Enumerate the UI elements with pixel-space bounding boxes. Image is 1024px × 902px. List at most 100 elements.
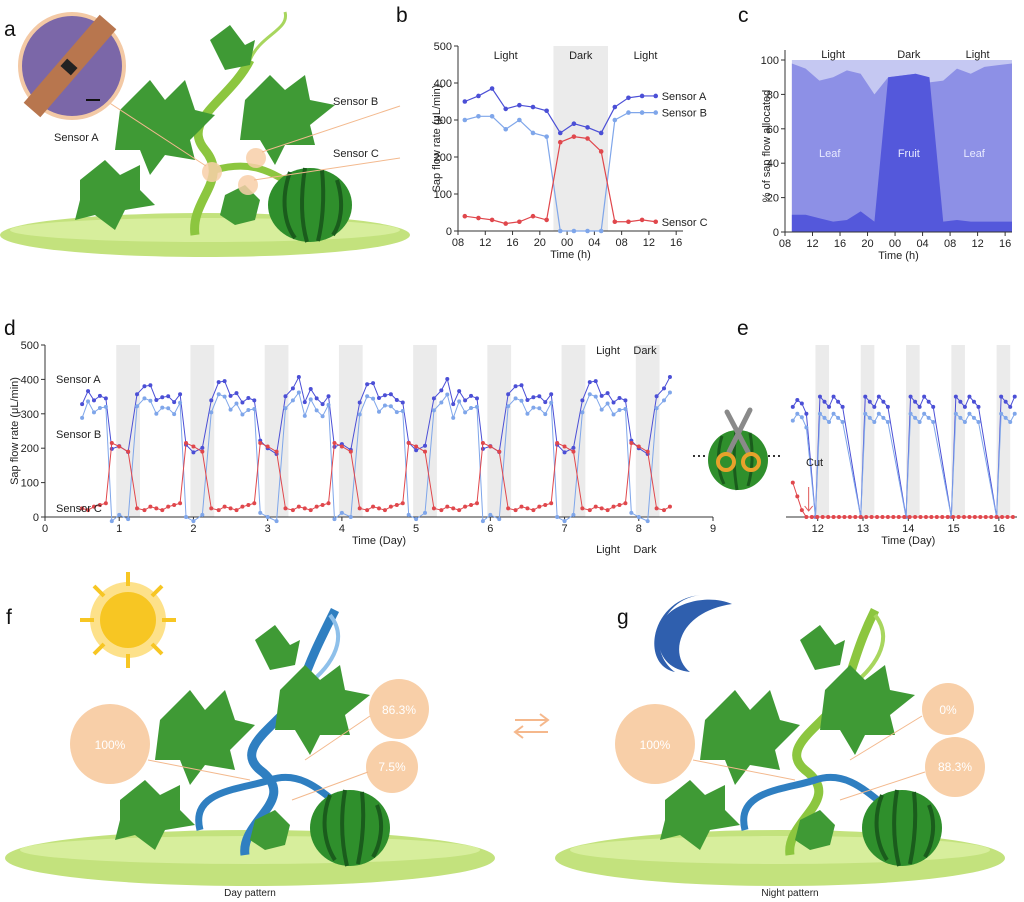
b-point-2-11 (612, 219, 618, 225)
d-point-c-69 (543, 502, 548, 507)
scissors-handle-left (716, 452, 736, 472)
c-ytick-label: 40 (767, 158, 779, 170)
e-point-b-28 (962, 420, 967, 425)
d-point-a-52 (431, 396, 436, 401)
watermelon-g (862, 790, 942, 866)
e-point-c-20 (896, 515, 901, 519)
e-point-c-36 (983, 515, 988, 519)
d-point-a-21 (222, 379, 227, 384)
e-point-b-10 (840, 420, 845, 425)
d-point-b-76 (593, 394, 598, 399)
d-point-b-14 (172, 412, 177, 417)
d-point-b-18 (200, 512, 205, 517)
d-point-a-48 (400, 400, 405, 405)
d-point-a-20 (216, 380, 221, 385)
d-ytick-label: 300 (21, 409, 39, 421)
leaf-f4 (255, 625, 300, 670)
c-y-axis-label: % of sap flow allocated (761, 90, 773, 203)
e-point-c-24 (918, 515, 923, 519)
d-point-a-70 (549, 392, 554, 397)
d-xtick-label: 7 (561, 523, 567, 535)
e-point-a-9 (836, 399, 841, 404)
d-point-c-64 (513, 508, 518, 513)
b-point-0-2 (489, 86, 495, 91)
e-point-b-29 (967, 411, 972, 416)
b-point-0-8 (571, 121, 577, 126)
d-point-a-86 (662, 386, 667, 391)
e-point-a-5 (817, 394, 822, 399)
e-point-c-8 (831, 515, 836, 519)
d-point-b-79 (611, 412, 616, 417)
d-point-c-74 (580, 506, 585, 511)
b-ytick-label: 0 (446, 226, 452, 238)
d-axes: 0 100 200 300 400 500 0 1 2 3 4 5 6 7 8 9 (21, 340, 716, 535)
e-point-a-31 (976, 404, 981, 409)
c-ytick-label: 0 (773, 227, 779, 239)
e-dark-band-0 (815, 345, 830, 517)
b-xtick-label: 20 (534, 237, 546, 249)
b-point-1-12 (626, 110, 631, 115)
e-point-b-33 (999, 411, 1004, 416)
d-point-c-8 (135, 506, 140, 511)
e-dark-band-2 (906, 345, 920, 517)
c-xtick-label: 08 (944, 238, 956, 250)
d-point-b-85 (654, 406, 659, 411)
e-point-b-8 (831, 411, 836, 416)
leaf-g2 (660, 780, 740, 850)
sensor-b-marker (246, 148, 266, 168)
e-point-c-23 (913, 515, 918, 519)
d-point-c-81 (623, 501, 628, 506)
d-point-a-64 (513, 384, 518, 389)
d-x-axis-label: Time (Day) (352, 535, 406, 547)
bubble-g-fruit-text: 88.3% (938, 760, 972, 774)
d-point-a-75 (587, 380, 592, 385)
e-point-c-5 (815, 515, 820, 519)
d-point-a-43 (371, 381, 376, 386)
c-xtick-label: 12 (806, 238, 818, 250)
d-point-c-68 (537, 504, 542, 509)
bubble-g-fruit (925, 737, 985, 797)
leaf-f1 (155, 690, 255, 785)
d-point-b-86 (662, 398, 667, 403)
d-point-c-42 (365, 508, 370, 513)
d-point-a-30 (283, 394, 288, 399)
d-point-b-36 (320, 414, 325, 419)
e-point-c-26 (929, 515, 934, 519)
d-point-b-19 (209, 410, 214, 415)
c-axes: 0 20 40 60 80 100 08 12 16 20 00 04 08 12 16 (761, 50, 1012, 250)
e-point-c-9 (836, 515, 841, 519)
d-point-c-2 (91, 504, 96, 509)
b-point-1-14 (653, 110, 659, 115)
d-point-b-32 (296, 390, 301, 395)
d-point-b-0 (80, 415, 85, 420)
d-point-a-0 (80, 402, 85, 407)
e-point-c-33 (967, 515, 972, 519)
watermelon-g-stripes (874, 789, 936, 867)
e-point-a-36 (1012, 394, 1017, 399)
d-point-c-19 (209, 506, 214, 511)
e-point-b-35 (1008, 420, 1013, 425)
b-annotation-light-2: Light (634, 50, 658, 62)
e-point-a-2 (799, 401, 804, 406)
e-point-c-32 (962, 515, 967, 519)
b-point-0-11 (612, 104, 618, 110)
d-point-b-34 (308, 397, 313, 402)
d-axis-lines (44, 345, 713, 518)
d-point-c-22 (228, 506, 233, 511)
d-point-c-79 (611, 504, 616, 509)
bubble-g-leaf-text: 0% (939, 703, 957, 717)
b-point-2-14 (653, 219, 659, 225)
leaf-g4 (800, 625, 845, 670)
d-point-a-32 (296, 374, 301, 379)
panel-g-letter: g (617, 606, 629, 629)
b-point-1-13 (639, 110, 645, 115)
panel-c: c 0 20 40 60 80 100 08 12 16 20 00 04 08 12 16 Light D… (738, 4, 1012, 262)
b-point-2-10 (598, 149, 604, 154)
leaf-a4 (210, 25, 255, 70)
d-point-c-29 (274, 449, 279, 454)
panel-a: a Sensor A Sensor B Sensor C (0, 11, 410, 257)
moon-icon-body (657, 599, 732, 672)
d-point-c-75 (587, 508, 592, 513)
e-point-c-28 (940, 515, 945, 519)
